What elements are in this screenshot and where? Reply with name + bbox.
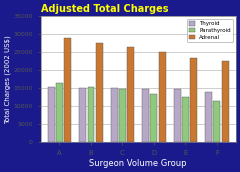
Bar <box>111 88 118 142</box>
Bar <box>88 87 94 142</box>
Bar <box>119 89 126 142</box>
Bar <box>222 61 228 142</box>
Bar <box>205 92 212 142</box>
Bar <box>213 101 220 142</box>
Bar <box>79 88 86 142</box>
Legend: Thyroid, Parathyroid, Adrenal: Thyroid, Parathyroid, Adrenal <box>187 19 233 42</box>
Bar <box>159 52 166 142</box>
Bar <box>142 89 149 142</box>
Bar <box>48 87 55 142</box>
Bar <box>96 43 103 142</box>
X-axis label: Surgeon Volume Group: Surgeon Volume Group <box>90 159 187 168</box>
Bar <box>150 94 157 142</box>
Text: Adjusted Total Charges: Adjusted Total Charges <box>41 4 168 14</box>
Bar <box>182 97 189 142</box>
Bar <box>174 89 181 142</box>
Bar <box>56 83 63 142</box>
Bar <box>127 47 134 142</box>
Bar <box>64 38 71 142</box>
Y-axis label: Total Charges (2002 US$): Total Charges (2002 US$) <box>4 35 11 124</box>
Bar <box>190 58 197 142</box>
